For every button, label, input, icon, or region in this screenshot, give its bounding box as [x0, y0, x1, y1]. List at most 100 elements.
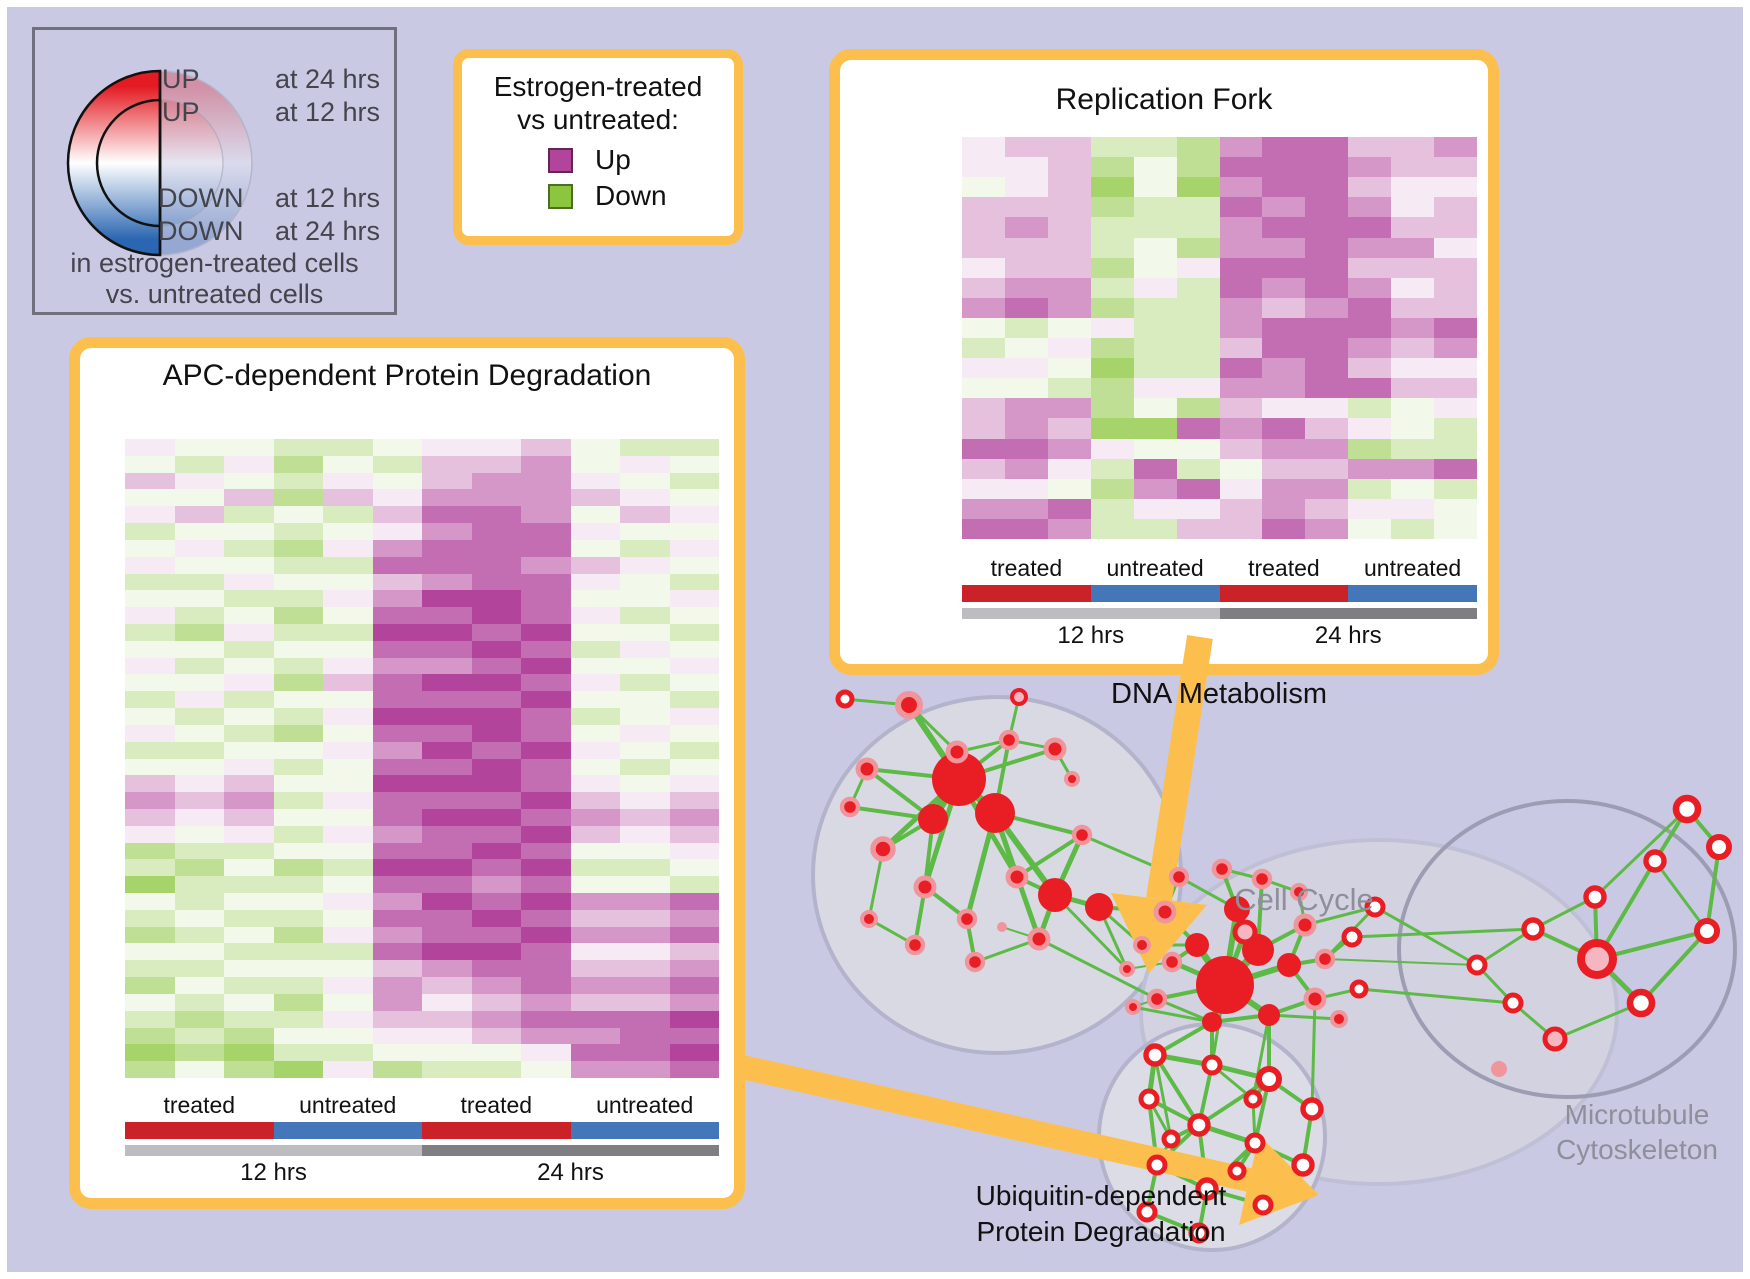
- heatmap-cell: [224, 1044, 274, 1062]
- apc-column-annotation: treated untreated treated untreated 12 hrs 24…: [125, 1092, 719, 1187]
- heatmap-cell: [620, 506, 670, 524]
- heatmap-cell: [1434, 498, 1477, 519]
- heatmap-cell: [1348, 418, 1392, 439]
- heatmap-cell: [224, 573, 274, 591]
- heatmap-cell: [125, 993, 175, 1011]
- heatmap-cell: [1391, 297, 1435, 318]
- heatmap-cell: [372, 960, 422, 978]
- heatmap-cell: [372, 909, 422, 927]
- heatmap-cell: [372, 724, 422, 742]
- heatmap-cell: [174, 708, 224, 725]
- heatmap-cell: [570, 640, 620, 658]
- concentric-circle-legend-icon: [66, 69, 253, 257]
- heatmap-cell: [620, 640, 670, 658]
- heatmap-cell: [125, 926, 175, 944]
- heatmap-cell: [521, 590, 571, 608]
- heatmap-cell: [174, 926, 224, 944]
- heatmap-cell: [125, 691, 175, 709]
- heatmap-cell: [174, 607, 224, 624]
- heatmap-cell: [174, 455, 224, 473]
- heatmap-cell: [125, 842, 175, 860]
- heatmap-cell: [620, 623, 670, 641]
- heatmap-cell: [521, 1010, 571, 1028]
- heatmap-cell: [1176, 177, 1220, 198]
- heatmap-cell: [422, 859, 472, 877]
- heatmap-cell: [1348, 257, 1392, 278]
- legend-item-up: Up: [462, 142, 734, 178]
- heatmap-cell: [1176, 498, 1220, 519]
- gene-node-open: [1626, 988, 1656, 1018]
- heatmap-cell: [422, 708, 472, 725]
- heatmap-cell: [620, 657, 670, 675]
- gene-node-open: [1466, 954, 1488, 976]
- heatmap-cell: [471, 926, 521, 944]
- heatmap-cell: [620, 960, 670, 978]
- heatmap-cell: [962, 398, 1005, 419]
- heatmap-cell: [669, 993, 719, 1011]
- heatmap-cell: [1133, 458, 1177, 479]
- heatmap-cell: [471, 439, 521, 456]
- heatmap-cell: [1262, 157, 1306, 178]
- heatmap-cell: [224, 674, 274, 692]
- heatmap-cell: [125, 455, 175, 473]
- heatmap-cell: [471, 657, 521, 675]
- heatmap-cell: [1262, 458, 1306, 479]
- heatmap-cell: [224, 657, 274, 675]
- heatmap-cell: [323, 640, 373, 658]
- heatmap-cell: [1305, 177, 1349, 198]
- legend-dir-down-24: DOWN: [158, 216, 244, 246]
- gene-node-solid: [918, 804, 948, 834]
- network-edge: [1653, 859, 1709, 933]
- heatmap-cell: [620, 808, 670, 826]
- gene-node-ring: [1293, 913, 1317, 937]
- heatmap-cell: [174, 472, 224, 490]
- gene-node-ring: [1153, 900, 1177, 924]
- heatmap-cell: [372, 993, 422, 1011]
- gene-node-ring: [1043, 737, 1067, 761]
- heatmap-cell: [174, 808, 224, 826]
- heatmap-cell: [669, 506, 719, 524]
- heatmap-cell: [273, 640, 323, 658]
- heatmap-cell: [422, 876, 472, 894]
- heatmap-cell: [125, 573, 175, 591]
- heatmap-cell: [471, 556, 521, 574]
- heatmap-cell: [570, 523, 620, 540]
- heatmap-cell: [174, 556, 224, 574]
- heatmap-cell: [125, 472, 175, 490]
- heatmap-cell: [570, 775, 620, 793]
- legend-time-24a: at 24 hrs: [274, 64, 380, 94]
- heatmap-cell: [1004, 257, 1048, 278]
- heatmap-cell: [174, 825, 224, 843]
- heatmap-cell: [1391, 177, 1435, 198]
- heatmap-cell: [1176, 257, 1220, 278]
- heatmap-cell: [1262, 237, 1306, 258]
- heatmap-cell: [521, 556, 571, 574]
- heatmap-cell: [1262, 277, 1306, 298]
- heatmap-cell: [1047, 177, 1091, 198]
- heatmap-cell: [1348, 237, 1392, 258]
- gene-node-ring: [1005, 865, 1029, 889]
- heatmap-cell: [372, 691, 422, 709]
- heatmap-cell: [273, 556, 323, 574]
- heatmap-cell: [669, 808, 719, 826]
- heatmap-cell: [521, 842, 571, 860]
- heatmap-cell: [1133, 177, 1177, 198]
- heatmap-cell: [962, 518, 1005, 539]
- network-edge: [1593, 807, 1689, 899]
- heatmap-cell: [620, 758, 670, 776]
- down-color-swatch-icon: [548, 183, 573, 209]
- heatmap-cell: [962, 177, 1005, 198]
- heatmap-cell: [1348, 398, 1392, 419]
- heatmap-cell: [669, 943, 719, 961]
- heatmap-cell: [570, 674, 620, 692]
- gene-node-open: [1195, 1177, 1219, 1201]
- heatmap-cell: [372, 489, 422, 507]
- gene-node-open: [1243, 1089, 1263, 1109]
- heatmap-cell: [125, 1061, 175, 1078]
- heatmap-cell: [422, 1044, 472, 1062]
- microtubule-cytoskeleton-label: Cytoskeleton: [1556, 1134, 1718, 1165]
- heatmap-cell: [570, 623, 620, 641]
- heatmap-cell: [471, 775, 521, 793]
- heatmap-cell: [125, 876, 175, 894]
- heatmap-cell: [273, 1044, 323, 1062]
